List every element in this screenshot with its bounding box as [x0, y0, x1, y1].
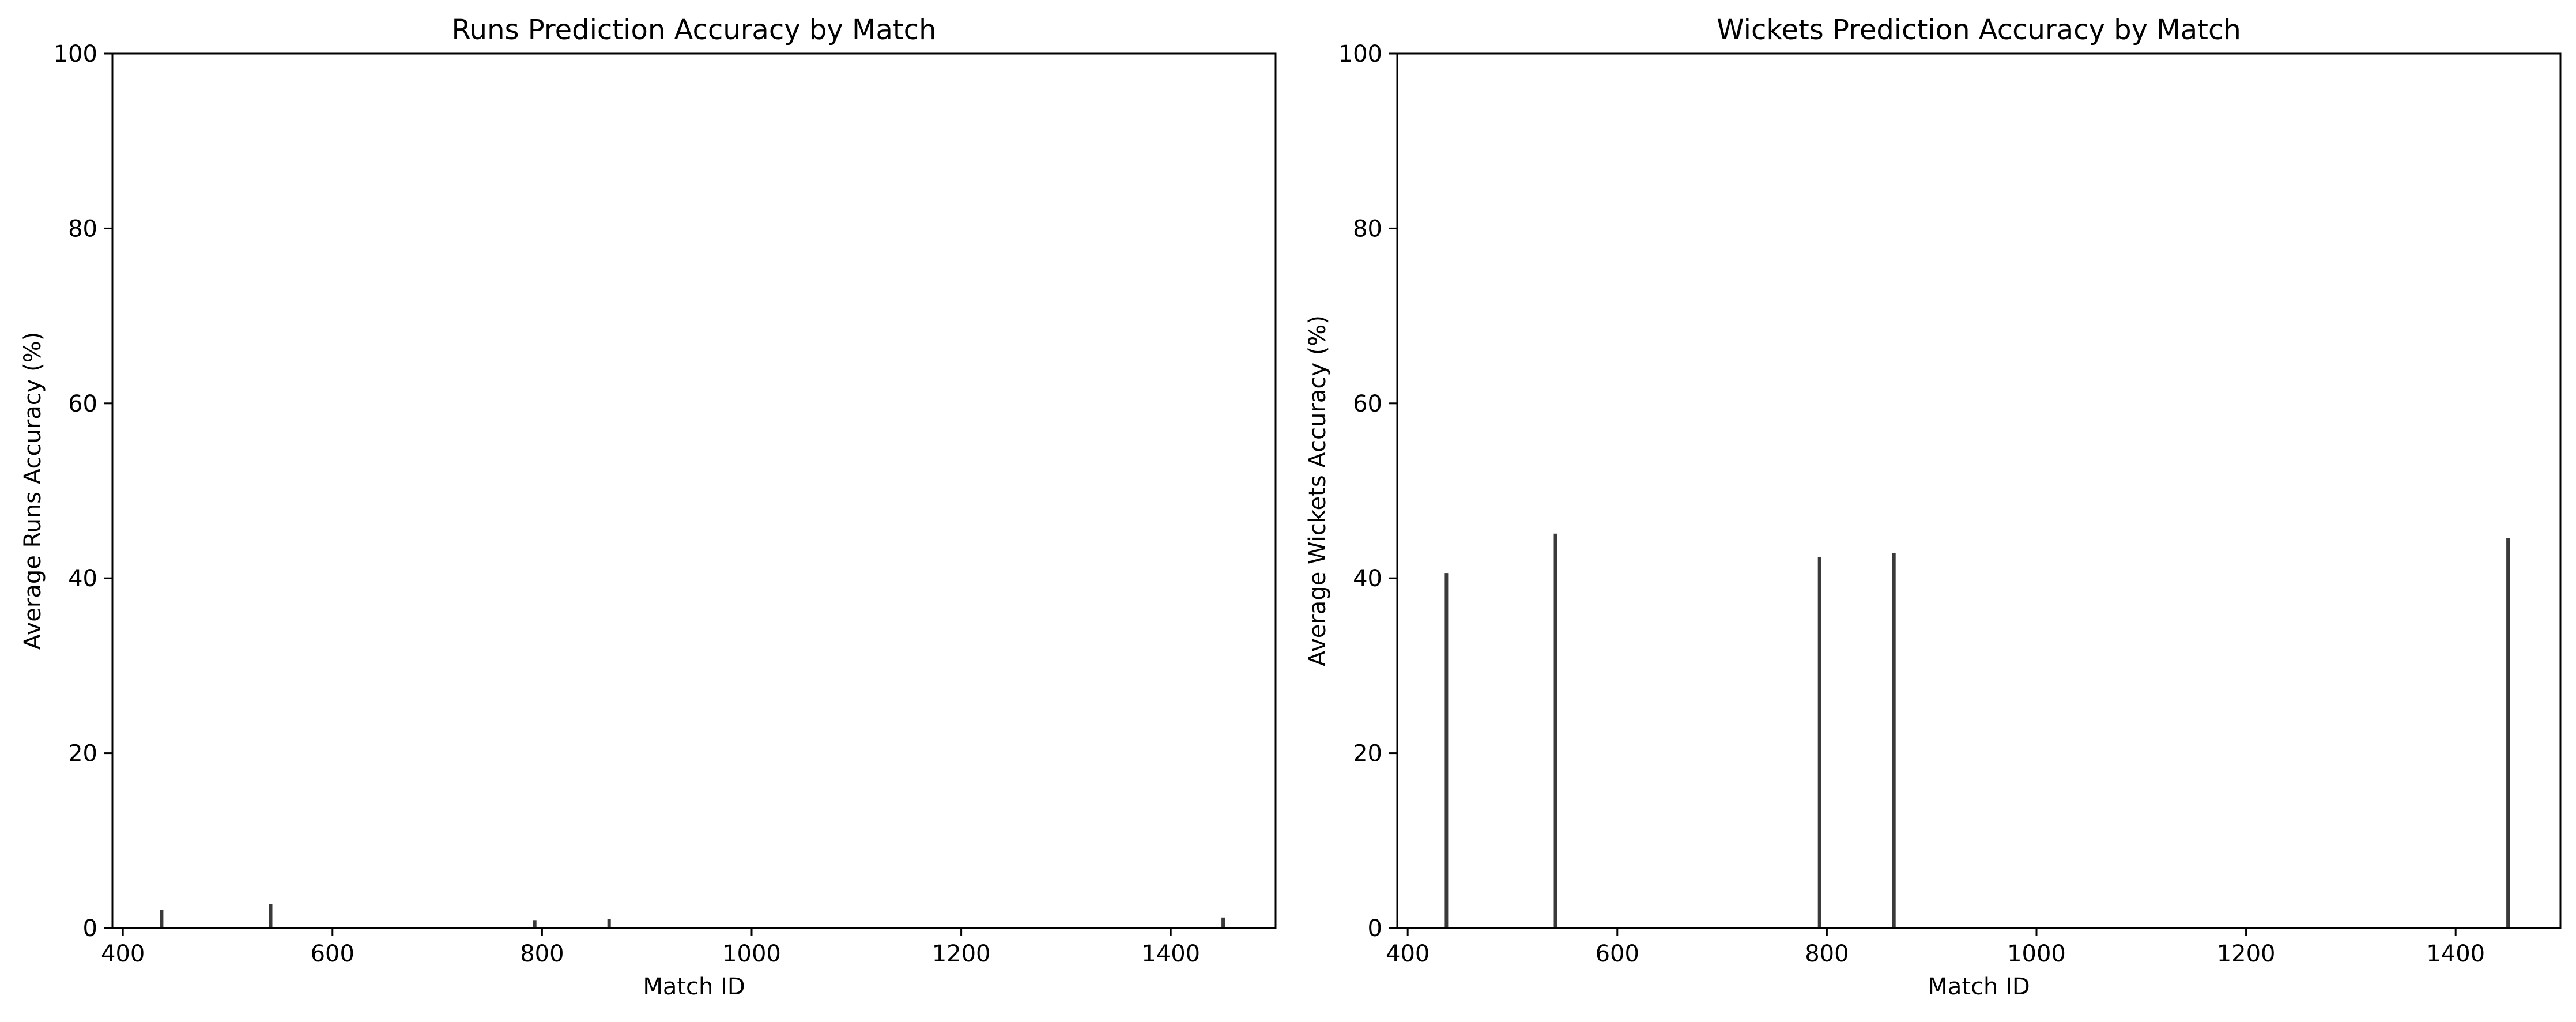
bar-match-1450 — [2506, 538, 2510, 928]
y-axis-label: Average Wickets Accuracy (%) — [1304, 315, 1331, 666]
chart-title: Wickets Prediction Accuracy by Match — [1717, 14, 2241, 46]
x-tick-label: 800 — [1805, 941, 1849, 967]
x-tick-label: 600 — [311, 941, 354, 967]
bar-match-437 — [160, 910, 164, 928]
x-tick-label: 400 — [1386, 941, 1430, 967]
chart-title: Runs Prediction Accuracy by Match — [451, 14, 936, 46]
x-tick-label: 400 — [101, 941, 145, 967]
plot-frame — [111, 52, 1277, 929]
y-tick-label: 40 — [68, 565, 97, 592]
wickets-accuracy-chart: 400 600 800 1000 1200 1400 0 20 40 60 80 100 Wickets… — [1304, 14, 2562, 1000]
y-tick-label: 0 — [83, 915, 97, 942]
y-axis-label: Average Runs Accuracy (%) — [20, 332, 46, 650]
y-tick-label: 80 — [68, 216, 97, 242]
x-tick-label: 1400 — [2426, 941, 2485, 967]
y-tick-label: 100 — [1338, 41, 1382, 67]
x-axis-label: Match ID — [1928, 974, 2030, 1000]
x-tick-label: 800 — [520, 941, 564, 967]
y-tick-label: 40 — [1353, 565, 1382, 592]
x-tick-label: 600 — [1596, 941, 1639, 967]
bar-match-541 — [269, 904, 273, 928]
bar-match-1450 — [1221, 917, 1225, 928]
y-tick-label: 20 — [68, 741, 97, 767]
x-axis-label: Match ID — [643, 974, 745, 1000]
y-tick-label: 0 — [1368, 915, 1382, 942]
y-tick-label: 60 — [68, 391, 97, 417]
y-tick-label: 20 — [1353, 741, 1382, 767]
x-tick-label: 1400 — [1141, 941, 1200, 967]
bar-match-864 — [607, 919, 611, 928]
y-tick-label: 60 — [1353, 391, 1382, 417]
bar-match-793 — [533, 920, 537, 928]
bar-match-864 — [1892, 553, 1896, 928]
bar-match-793 — [1817, 557, 1821, 928]
y-tick-label: 100 — [54, 41, 97, 67]
x-tick-label: 1000 — [722, 941, 781, 967]
bar-match-541 — [1553, 533, 1557, 928]
x-tick-label: 1200 — [2217, 941, 2276, 967]
x-tick-label: 1000 — [2007, 941, 2066, 967]
runs-accuracy-chart: 400 600 800 1000 1200 1400 0 20 40 60 80 100 Runs Pr… — [20, 14, 1277, 1000]
y-tick-label: 80 — [1353, 216, 1382, 242]
x-tick-label: 1200 — [932, 941, 991, 967]
plot-frame — [1396, 52, 2562, 929]
bar-match-437 — [1444, 573, 1449, 928]
